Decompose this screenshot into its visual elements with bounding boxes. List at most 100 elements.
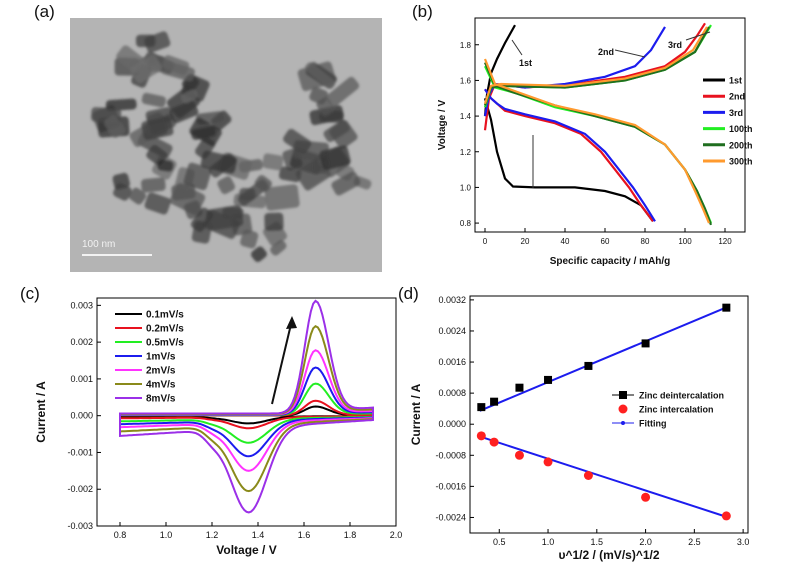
trend-arrow: [271, 319, 293, 405]
tem-particle: [200, 150, 238, 174]
series-line: [119, 399, 374, 430]
legend-label: Zinc intercalation: [639, 405, 714, 415]
plot-frame: [469, 295, 749, 534]
series-line-charge: [483, 26, 708, 104]
data-point-intercalation: [489, 437, 499, 447]
tem-particle: [128, 187, 147, 205]
tem-particle: [264, 212, 284, 231]
legend-label: Fitting: [639, 419, 667, 429]
data-point-intercalation: [641, 492, 651, 502]
fit-line: [479, 306, 727, 412]
series-line-discharge: [484, 65, 713, 224]
y-tick-label: 0.0024: [438, 326, 466, 336]
tem-particle: [135, 34, 156, 48]
legend-label: 0.2mV/s: [146, 324, 184, 335]
y-tick-label: 1.4: [460, 112, 472, 121]
y-tick-label: -0.001: [67, 447, 93, 457]
tem-particle: [181, 89, 198, 104]
legend-label: 1st: [729, 76, 742, 86]
tem-particle: [331, 171, 361, 196]
y-tick-label: 1.6: [460, 76, 472, 85]
tem-particle: [141, 116, 174, 141]
annotation-arrow: [511, 39, 523, 56]
y-tick-label: 0.8: [460, 219, 472, 228]
series-line-charge: [483, 26, 710, 106]
y-tick-label: -0.0016: [435, 481, 466, 491]
tem-particle: [161, 55, 190, 76]
x-tick-label: 20: [521, 237, 530, 246]
tem-particle: [278, 166, 302, 183]
tem-particle: [189, 117, 222, 147]
tem-particle: [104, 115, 125, 138]
panel-label-a: (a): [34, 2, 55, 21]
tem-particle: [240, 229, 259, 249]
x-tick-label: 2.5: [688, 537, 701, 547]
panel-label-b: (b): [412, 2, 433, 21]
y-tick-label: -0.003: [67, 521, 93, 531]
scale-bar-label: 100 nm: [82, 239, 116, 250]
tem-particle: [264, 184, 300, 211]
plot-frame: [474, 17, 746, 233]
x-tick-label: 1.0: [542, 537, 555, 547]
data-point-deintercalation: [544, 375, 553, 384]
x-axis-label: Specific capacity / mAh/g: [550, 256, 671, 267]
tem-particle: [203, 209, 240, 239]
x-tick-label: 1.2: [206, 530, 219, 540]
series-line-discharge: [484, 88, 654, 222]
panel-label-d: (d): [398, 284, 419, 303]
legend-marker: [619, 391, 627, 399]
series-line: [119, 349, 374, 472]
x-tick-label: 80: [641, 237, 650, 246]
y-axis-label: Current / A: [34, 381, 48, 443]
data-point-intercalation: [514, 450, 524, 460]
legend-label: 0.1mV/s: [146, 310, 184, 321]
tem-particle: [270, 240, 287, 256]
fit-line: [479, 435, 727, 518]
tem-particle: [144, 192, 171, 215]
tem-particle: [183, 162, 212, 191]
series-line: [119, 366, 374, 458]
y-tick-label: -0.0008: [435, 450, 466, 460]
series-line: [119, 405, 374, 425]
tem-particle: [251, 246, 267, 262]
legend-label: 4mV/s: [146, 380, 176, 391]
annotation-1st: 1st: [519, 58, 532, 68]
tem-particle: [130, 54, 162, 83]
tem-particle: [190, 207, 214, 232]
tem-particle: [326, 76, 360, 107]
y-tick-label: 1.2: [460, 148, 472, 157]
annotation-arrow: [685, 31, 711, 41]
y-tick-label: 0.0000: [438, 419, 466, 429]
series-line-discharge: [483, 62, 713, 226]
x-tick-label: 0.5: [493, 537, 506, 547]
legend-label: 2nd: [729, 92, 745, 102]
data-point-deintercalation: [515, 383, 524, 392]
tem-particle: [254, 175, 272, 192]
y-tick-label: 0.0016: [438, 357, 466, 367]
x-tick-label: 1.0: [160, 530, 173, 540]
legend-marker: [618, 404, 628, 414]
data-point-deintercalation: [641, 339, 650, 348]
data-point-intercalation: [476, 431, 486, 441]
data-point-intercalation: [543, 457, 553, 467]
tem-particle: [141, 177, 166, 193]
x-tick-label: 2.0: [639, 537, 652, 547]
x-tick-label: 120: [718, 237, 732, 246]
annotation-2nd: 2nd: [598, 47, 614, 57]
x-tick-label: 1.8: [344, 530, 357, 540]
tem-particle: [105, 98, 137, 112]
x-tick-label: 100: [678, 237, 692, 246]
y-axis-label: Voltage / V: [437, 99, 448, 150]
legend-label: 100th: [729, 124, 753, 134]
legend-label: 0.5mV/s: [146, 338, 184, 349]
scale-bar: [82, 254, 152, 256]
data-point-deintercalation: [584, 361, 593, 370]
series-line-charge: [483, 26, 666, 117]
tem-particle: [319, 145, 351, 171]
annotation-3rd: 3rd: [668, 40, 682, 50]
data-point-deintercalation: [722, 303, 731, 312]
tem-particle: [283, 128, 312, 154]
annotation-arrow: [614, 49, 646, 58]
y-tick-label: 0.0032: [438, 295, 466, 305]
plot-frame: [96, 297, 397, 527]
